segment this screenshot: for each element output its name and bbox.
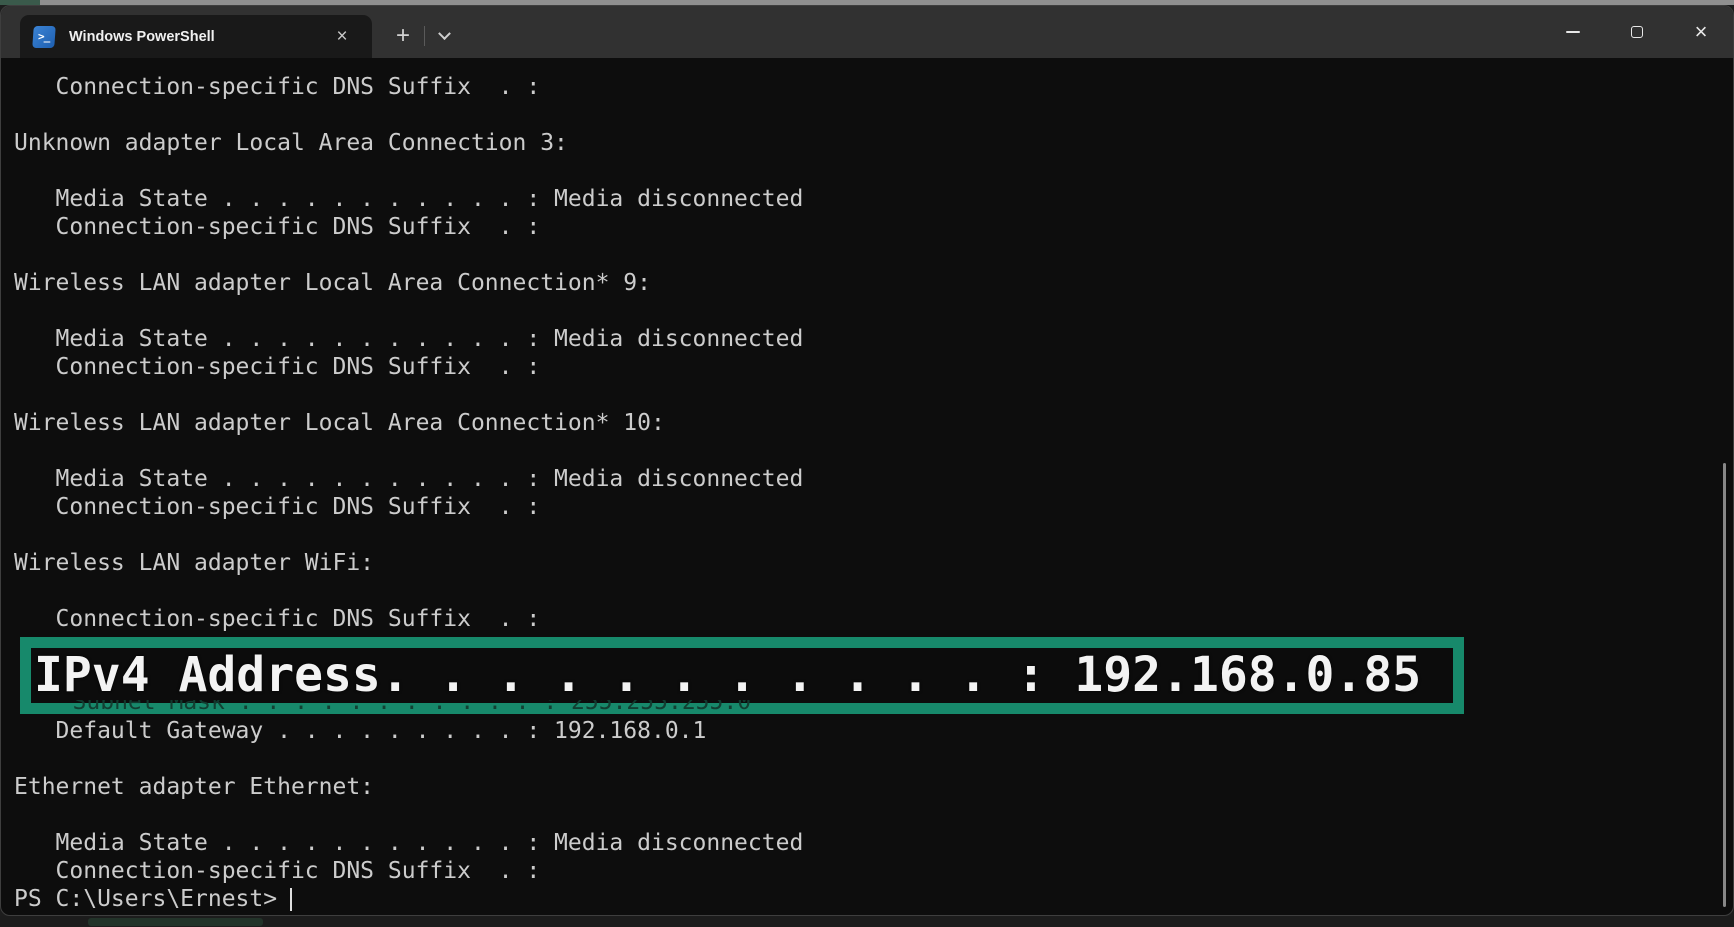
tab-close-icon[interactable]: × [336, 26, 348, 47]
maximize-button[interactable] [1605, 6, 1669, 58]
terminal-line: Media State . . . . . . . . . . . : Medi… [14, 830, 804, 856]
terminal-line [14, 437, 1733, 465]
terminal-line [14, 381, 1733, 409]
terminal-line: Ethernet adapter Ethernet: [14, 774, 375, 800]
terminal-line: Connection-specific DNS Suffix . : [14, 214, 541, 240]
terminal-line: Connection-specific DNS Suffix . : [14, 494, 541, 520]
terminal-line [14, 801, 1733, 829]
terminal-line: Wireless LAN adapter Local Area Connecti… [14, 270, 651, 296]
chevron-down-icon [437, 26, 451, 40]
minimize-icon [1566, 31, 1580, 33]
powershell-icon: >_ [32, 25, 56, 48]
close-icon: × [1694, 19, 1708, 44]
maximize-icon [1631, 26, 1643, 38]
terminal-line [14, 577, 1733, 605]
desktop-top-sliver [0, 0, 1734, 5]
desktop-bottom-sliver-green [88, 918, 263, 926]
terminal-line: Connection-specific DNS Suffix . : [14, 606, 541, 632]
tabbar-divider [424, 26, 425, 46]
terminal-line [14, 297, 1733, 325]
terminal-line [14, 101, 1733, 129]
terminal-line: Media State . . . . . . . . . . . : Medi… [14, 186, 804, 212]
titlebar[interactable]: >_ Windows PowerShell × + × [1, 6, 1733, 58]
minimize-button[interactable] [1541, 6, 1605, 58]
prompt-text: PS C:\Users\Ernest> [14, 886, 278, 912]
ipv4-highlight-text: IPv4 Address. . . . . . . . . . . : 192.… [34, 647, 1422, 703]
terminal-line: Media State . . . . . . . . . . . : Medi… [14, 466, 804, 492]
close-button[interactable]: × [1669, 6, 1733, 58]
desktop-top-sliver-green [0, 0, 40, 5]
terminal-line: Media State . . . . . . . . . . . : Medi… [14, 326, 804, 352]
terminal-line [14, 241, 1733, 269]
new-tab-button[interactable]: + [395, 22, 410, 49]
desktop-bottom-sliver [0, 916, 1734, 927]
ipv4-highlight-box: IPv4 Address. . . . . . . . . . . : 192.… [20, 637, 1464, 714]
terminal-line: Connection-specific DNS Suffix . : [14, 858, 541, 884]
terminal-line [14, 745, 1733, 773]
terminal-line: Default Gateway . . . . . . . . . : 192.… [14, 718, 707, 744]
text-cursor [290, 887, 293, 911]
terminal-line: Wireless LAN adapter Local Area Connecti… [14, 410, 665, 436]
window-controls: × [1541, 6, 1733, 58]
terminal-content[interactable]: Connection-specific DNS Suffix . : Unkno… [1, 58, 1733, 915]
tab-windows-powershell[interactable]: >_ Windows PowerShell × [20, 15, 372, 58]
terminal-line: Unknown adapter Local Area Connection 3: [14, 130, 568, 156]
terminal-output: Connection-specific DNS Suffix . : Unkno… [14, 73, 1733, 885]
scrollbar-thumb[interactable] [1723, 463, 1726, 907]
terminal-line [14, 157, 1733, 185]
terminal-window: >_ Windows PowerShell × + × [0, 5, 1734, 916]
terminal-line: Wireless LAN adapter WiFi: [14, 550, 375, 576]
tab-title: Windows PowerShell [69, 28, 215, 45]
tab-dropdown-button[interactable] [429, 19, 459, 53]
prompt-row: PS C:\Users\Ernest> [14, 885, 1733, 913]
terminal-line: Connection-specific DNS Suffix . : [14, 74, 541, 100]
terminal-line: Connection-specific DNS Suffix . : [14, 354, 541, 380]
terminal-line [14, 521, 1733, 549]
